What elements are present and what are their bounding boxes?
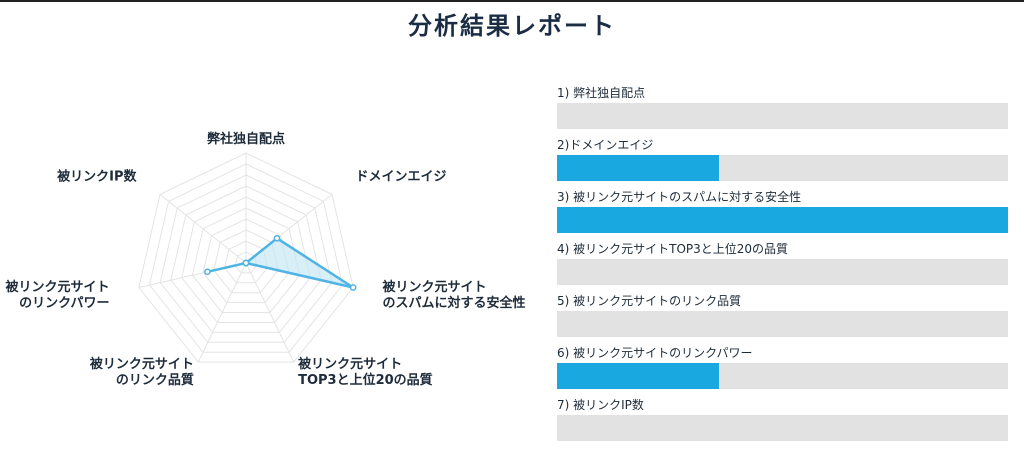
radar-axis-label-line: 被リンク元サイト [297,356,402,372]
radar-spoke [159,194,247,264]
radar-axis-label: 被リンク元サイトのスパムに対する安全性 [382,279,526,311]
radar-axis-label: 被リンク元サイト TOP3と上位20の品質 [297,356,433,388]
radar-axis-label-line: 被リンク元サイト [382,279,487,295]
radar-axis-label-line: のスパムに対する安全性 [383,295,526,311]
bar-label: 7) 被リンクIP数 [557,398,644,412]
bar-track [557,155,1008,181]
bar-track [557,259,1008,285]
radar-grid-ring [159,174,333,343]
radar-series-area [207,236,354,289]
bar-track [557,311,1008,337]
bar-fill [557,363,720,389]
radar-chart: 弊社独自配点ドメインエイジ被リンク元サイトのスパムに対する安全性被リンク元サイト… [4,131,526,388]
radar-axis-label-line: 被リンクIP数 [56,169,137,185]
radar-axis-label-line: 被リンク元サイト [89,356,194,372]
bar-item: 7) 被リンクIP数 [557,397,1008,449]
radar-point [273,234,281,242]
radar-axis-label: 被リンク元サイトのリンク品質 [89,356,194,388]
radar-axis-label-line: のリンク品質 [116,372,194,388]
bar-track [557,415,1008,441]
radar-axis-label-line: のリンクパワー [19,296,109,311]
radar-axis-label: 被リンクIP数 [56,169,137,185]
bar-track [557,103,1008,129]
top-rule [0,0,1024,2]
bar-label: 3) 被リンク元サイトのスパムに対する安全性 [557,190,802,204]
bar-track [557,207,1008,233]
radar-grid-ring [170,185,322,333]
radar-axis-label-line: TOP3と上位20の品質 [298,372,433,388]
bar-fill [557,207,1008,233]
bar-label: 6) 被リンク元サイトのリンクパワー [557,346,753,360]
radar-grid-ring [148,163,344,353]
bar-item: 5) 被リンク元サイトのリンク品質 [557,293,1008,345]
bar-item: 1) 弊社独自配点 [557,85,1008,137]
radar-axis-label: 弊社独自配点 [207,131,285,147]
radar-axis-label: 被リンク元サイトのリンクパワー [4,279,109,311]
page-title: 分析結果レポート [408,12,616,40]
bar-item: 2)ドメインエイジ [557,137,1008,189]
radar-axis-label: ドメインエイジ [356,170,447,185]
bar-label: 1) 弊社独自配点 [557,86,646,100]
radar-axis-label-line: 被リンク元サイト [4,279,109,295]
radar-grid-ring [138,152,354,363]
radar-axis-label-line: ドメインエイジ [356,170,447,185]
radar-spoke [197,262,247,363]
bar-fill [557,155,720,181]
radar-point [349,284,357,291]
radar-spoke [245,262,295,363]
bar-list: 1) 弊社独自配点 2)ドメインエイジ 3) 被リンク元サイトのスパムに対する安… [557,85,1008,449]
bar-label: 5) 被リンク元サイトのリンク品質 [557,294,742,308]
radar-point [242,259,250,267]
bar-item: 4) 被リンク元サイトTOP3と上位20の品質 [557,241,1008,293]
bar-item: 3) 被リンク元サイトのスパムに対する安全性 [557,189,1008,241]
bar-track [557,363,1008,389]
bar-item: 6) 被リンク元サイトのリンクパワー [557,345,1008,397]
radar-point [204,268,211,276]
radar-axis-label-line: 弊社独自配点 [207,131,285,147]
bar-label: 2)ドメインエイジ [557,138,654,152]
bar-label: 4) 被リンク元サイトTOP3と上位20の品質 [557,242,789,256]
radar-grid-ring [181,196,311,323]
radar-grid-ring [191,207,301,314]
